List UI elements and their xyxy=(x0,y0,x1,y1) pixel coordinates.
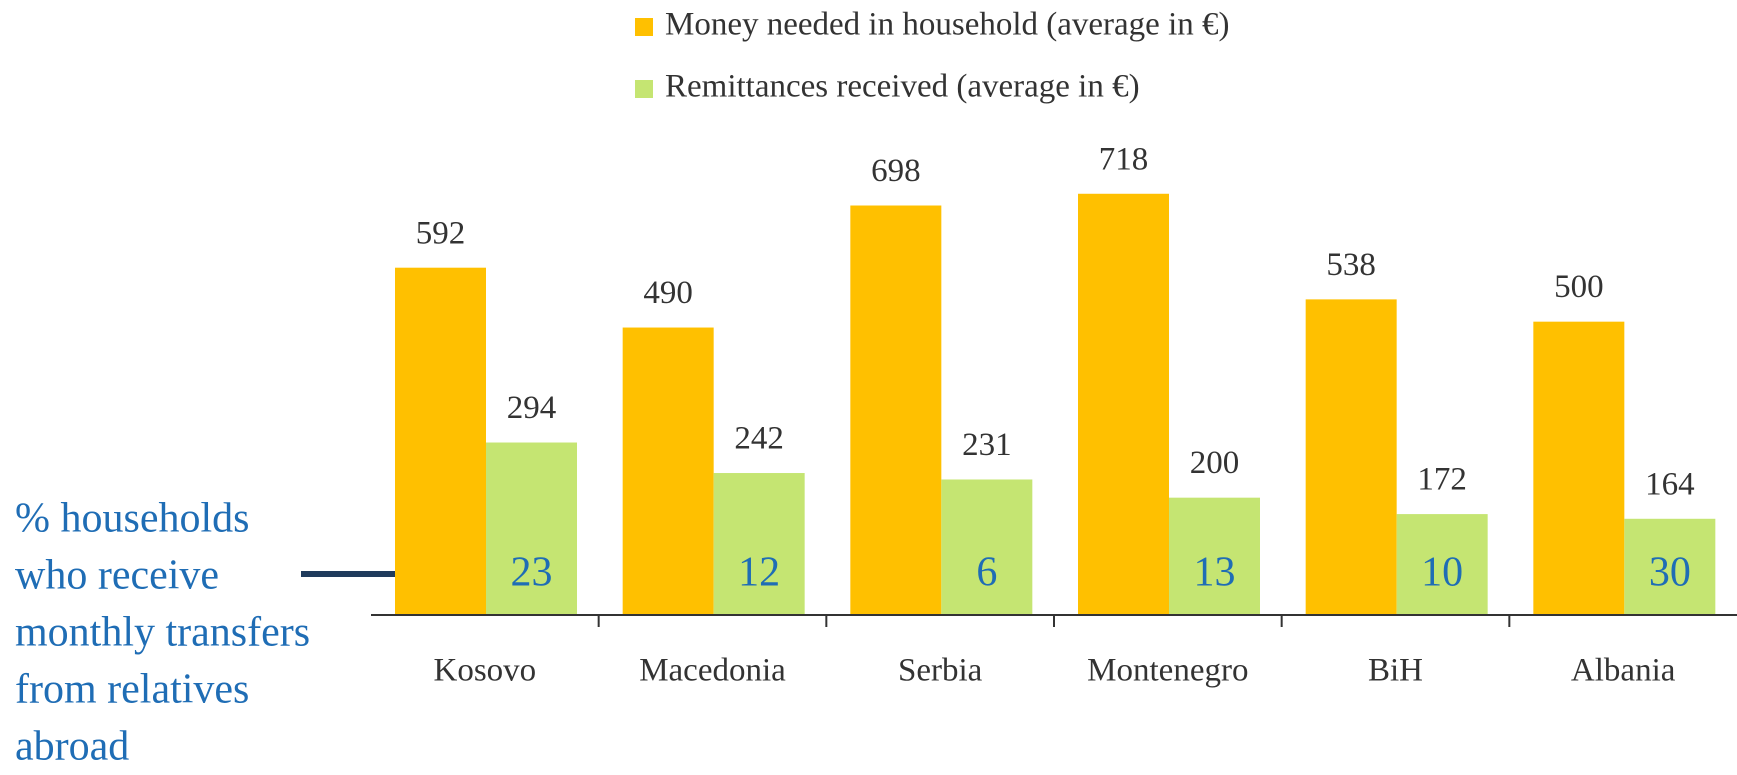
value-label: 718 xyxy=(1099,141,1149,177)
share-label: 6 xyxy=(976,550,997,596)
x-tick-label: Macedonia xyxy=(639,653,786,689)
value-label: 490 xyxy=(643,275,693,311)
share-label: 13 xyxy=(1194,550,1236,596)
value-label: 164 xyxy=(1645,466,1695,502)
bar xyxy=(1624,518,1716,615)
bar xyxy=(486,442,577,615)
x-tick-label: Montenegro xyxy=(1087,653,1248,689)
bar xyxy=(1533,321,1625,615)
bar xyxy=(1305,299,1397,615)
bar xyxy=(395,267,486,615)
annotation-line: from relatives xyxy=(15,667,249,713)
bar xyxy=(1396,514,1488,615)
bar xyxy=(941,479,1033,615)
share-label: 23 xyxy=(511,550,553,596)
annotation-line: abroad xyxy=(15,724,129,770)
bar xyxy=(1078,193,1169,616)
value-label: 698 xyxy=(871,153,921,189)
value-label: 242 xyxy=(734,421,784,457)
x-tick-label: BiH xyxy=(1368,653,1423,689)
legend-label: Remittances received (average in €) xyxy=(665,69,1140,105)
value-label: 231 xyxy=(962,427,1012,463)
legend-swatch xyxy=(635,80,653,98)
legend-swatch xyxy=(635,18,653,36)
annotation-line: % households xyxy=(15,496,250,542)
value-label: 538 xyxy=(1326,247,1376,283)
share-label: 12 xyxy=(738,550,780,596)
bar xyxy=(622,327,714,615)
bar xyxy=(1169,497,1260,615)
bar xyxy=(850,205,942,616)
x-tick-label: Albania xyxy=(1571,653,1676,689)
share-label: 10 xyxy=(1421,550,1463,596)
annotation-line: who receive xyxy=(15,553,219,599)
legend-label: Money needed in household (average in €) xyxy=(665,7,1229,43)
annotation-line: monthly transfers xyxy=(15,610,310,656)
x-tick-label: Serbia xyxy=(898,653,983,689)
value-label: 172 xyxy=(1417,462,1467,498)
x-tick-label: Kosovo xyxy=(433,653,536,689)
value-label: 200 xyxy=(1190,445,1240,481)
bar xyxy=(713,473,805,615)
value-label: 592 xyxy=(416,215,466,251)
value-label: 500 xyxy=(1554,269,1604,305)
share-label: 30 xyxy=(1649,550,1691,596)
value-label: 294 xyxy=(507,390,557,426)
